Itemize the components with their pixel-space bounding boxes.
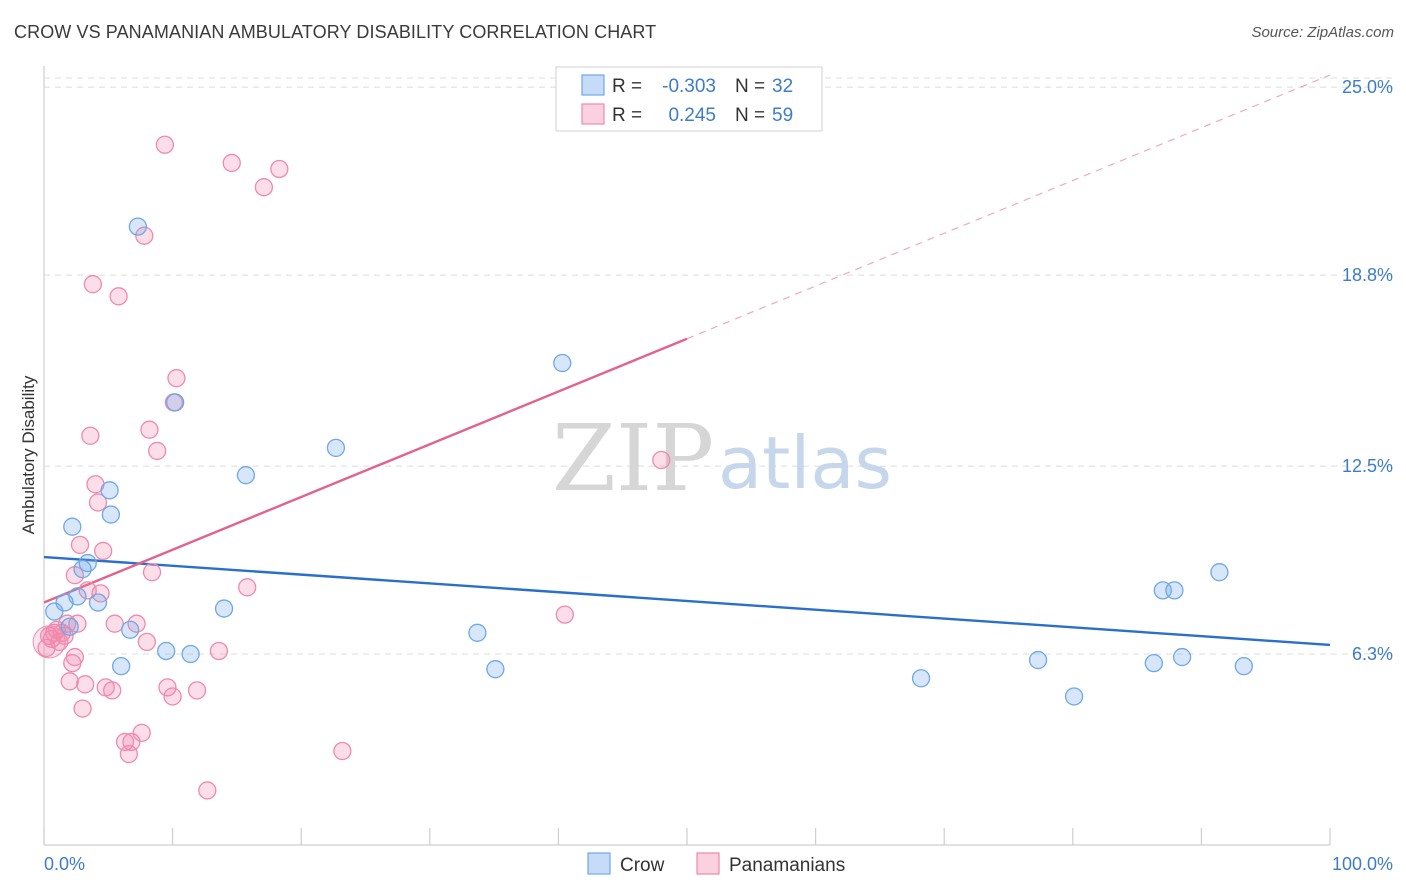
point-crow <box>63 517 82 536</box>
point-crow <box>60 617 79 636</box>
legend-swatch-crow <box>581 74 605 96</box>
point-crow <box>326 438 346 458</box>
point-panamanians <box>137 632 157 652</box>
point-crow <box>128 217 148 236</box>
chart-title: CROW VS PANAMANIAN AMBULATORY DISABILITY… <box>14 22 657 42</box>
point-panamanians <box>70 535 90 555</box>
correlation-legend: R = -0.303 N = 32 R = 0.245 N = 59 <box>555 66 823 132</box>
point-crow <box>181 644 200 664</box>
y-tick-label: 6.3% <box>1352 644 1393 664</box>
point-panamanians <box>270 159 289 179</box>
point-crow <box>1172 647 1192 667</box>
point-panamanians <box>333 741 352 761</box>
legend-r-value-crow: -0.303 <box>662 76 716 97</box>
point-crow <box>1210 563 1229 582</box>
point-crow <box>236 466 256 485</box>
bottom-legend-swatch-panamanians <box>696 852 720 875</box>
point-crow <box>214 599 234 618</box>
point-panamanians <box>209 641 229 661</box>
point-panamanians <box>132 723 151 742</box>
x-tick-label-min: 0.0% <box>44 854 85 874</box>
point-panamanians <box>88 493 108 512</box>
legend-r-value-panamanians: 0.245 <box>668 105 716 126</box>
point-panamanians <box>73 699 92 718</box>
point-panamanians <box>109 287 128 306</box>
point-panamanians <box>81 426 100 445</box>
point-panamanians <box>555 605 574 624</box>
point-crow <box>1064 687 1084 706</box>
point-panamanians <box>65 647 85 667</box>
point-panamanians <box>142 563 162 582</box>
point-crow <box>468 623 487 642</box>
trend-lines <box>43 74 1331 647</box>
point-crow <box>1028 650 1048 670</box>
bottom-legend-label-crow: Crow <box>620 855 665 876</box>
x-tick-label-max: 100.0% <box>1332 854 1393 874</box>
trend-line-crow <box>43 555 1331 647</box>
point-crow <box>166 393 185 412</box>
point-panamanians <box>155 135 175 154</box>
data-points <box>32 135 1253 800</box>
point-crow <box>101 505 121 524</box>
point-cluster-panamanians <box>32 625 66 659</box>
point-crow <box>100 481 119 500</box>
y-tick-label: 18.8% <box>1342 265 1393 285</box>
trend-line-panamanians <box>43 337 688 604</box>
point-crow <box>157 641 176 661</box>
point-panamanians <box>163 687 182 706</box>
point-panamanians <box>76 675 95 694</box>
legend-n-value-panamanians: 59 <box>772 105 793 126</box>
y-tick-label: 12.5% <box>1342 456 1393 476</box>
series-legend: Crow Panamanians <box>587 852 845 876</box>
point-panamanians <box>158 678 177 697</box>
y-axis-label: Ambulatory Disability <box>19 375 38 534</box>
point-crow <box>1234 656 1253 676</box>
bottom-legend-swatch-crow <box>587 852 611 875</box>
point-panamanians <box>140 420 159 439</box>
point-crow <box>121 620 140 639</box>
y-tick-label: 25.0% <box>1342 77 1393 97</box>
legend-n-label-crow: N = <box>735 76 765 97</box>
legend-n-label-panamanians: N = <box>735 105 765 126</box>
legend-r-label-crow: R = <box>612 76 642 97</box>
point-panamanians <box>254 178 274 197</box>
point-panamanians <box>187 681 207 700</box>
point-panamanians <box>198 781 217 800</box>
source-label: Source: ZipAtlas.com <box>1251 24 1394 41</box>
watermark-zip: ZIP <box>552 405 714 512</box>
grid-lines <box>44 77 1393 655</box>
point-panamanians <box>57 614 77 633</box>
point-crow <box>68 587 87 606</box>
point-crow <box>911 669 931 688</box>
point-crow <box>553 353 572 373</box>
legend-r-label-panamanians: R = <box>612 105 642 126</box>
y-tick-labels: 6.3% 12.5% 18.8% 25.0% <box>1342 77 1393 664</box>
point-panamanians <box>238 578 257 597</box>
point-panamanians <box>83 275 103 294</box>
point-panamanians <box>94 541 113 561</box>
point-crow <box>78 553 97 573</box>
point-panamanians <box>105 614 124 633</box>
point-panamanians <box>167 369 186 388</box>
point-crow <box>1144 653 1163 673</box>
axes <box>43 66 1331 846</box>
point-panamanians <box>122 732 141 752</box>
watermark-atlas: atlas <box>718 421 892 505</box>
point-panamanians <box>60 672 79 691</box>
point-crow <box>45 602 64 621</box>
point-panamanians <box>148 441 167 461</box>
point-panamanians <box>222 153 241 173</box>
point-crow <box>486 660 505 679</box>
point-panamanians <box>135 226 154 245</box>
bottom-legend-label-panamanians: Panamanians <box>729 855 845 876</box>
point-crow <box>1165 581 1184 600</box>
point-panamanians <box>652 450 671 470</box>
legend-swatch-panamanians <box>581 103 605 125</box>
point-crow <box>88 593 108 612</box>
legend-n-value-crow: 32 <box>772 76 793 97</box>
point-panamanians <box>103 681 122 700</box>
point-crow <box>112 656 131 676</box>
